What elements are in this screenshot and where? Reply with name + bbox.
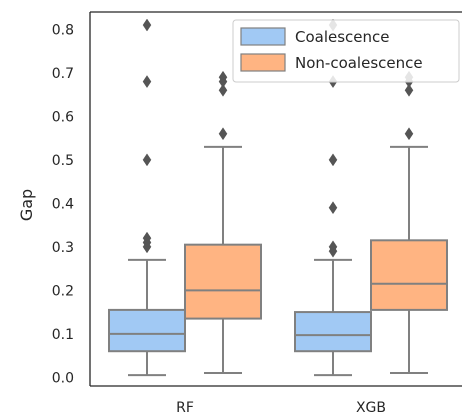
legend-label-coalescence: Coalescence	[295, 28, 390, 46]
outlier-point	[218, 70, 228, 84]
plot-area: 0.0 0.1 0.2 0.3 0.4 0.5 0.6 0.7 0.8 RF XGB	[52, 11, 462, 416]
outlier-point	[142, 75, 152, 89]
outlier-point	[218, 83, 228, 97]
y-tick-label: 0.0	[52, 370, 74, 386]
legend-swatch-non-coalescence	[240, 53, 286, 72]
outlier-point	[328, 240, 338, 254]
box-coalescence	[108, 308, 186, 353]
y-tick-label: 0.8	[52, 22, 74, 38]
y-tick-label: 0.6	[52, 109, 74, 125]
box-non-coalescence	[370, 239, 448, 311]
outlier-point	[218, 127, 228, 141]
x-tick-label: RF	[176, 400, 194, 416]
legend: Coalescence Non-coalescence	[232, 19, 460, 83]
y-tick-label: 0.1	[52, 327, 74, 343]
outlier-point	[142, 153, 152, 167]
outlier-point	[404, 127, 414, 141]
y-tick-label: 0.7	[52, 66, 74, 82]
outlier-point	[142, 18, 152, 32]
legend-frame	[232, 19, 460, 83]
outlier-point	[404, 83, 414, 97]
y-tick-label: 0.4	[52, 196, 74, 212]
y-tick-label: 0.2	[52, 283, 74, 299]
outlier-point	[142, 231, 152, 245]
legend-swatch-coalescence	[240, 27, 286, 46]
y-tick-label: 0.5	[52, 153, 74, 169]
box-non-coalescence	[184, 243, 262, 320]
outlier-point	[328, 201, 338, 215]
box-coalescence	[294, 311, 372, 353]
x-tick-label: XGB	[356, 400, 386, 416]
y-tick-label: 0.3	[52, 240, 74, 256]
outlier-point	[328, 153, 338, 167]
y-axis-label: Gap	[17, 189, 36, 221]
legend-label-non-coalescence: Non-coalescence	[295, 54, 423, 72]
